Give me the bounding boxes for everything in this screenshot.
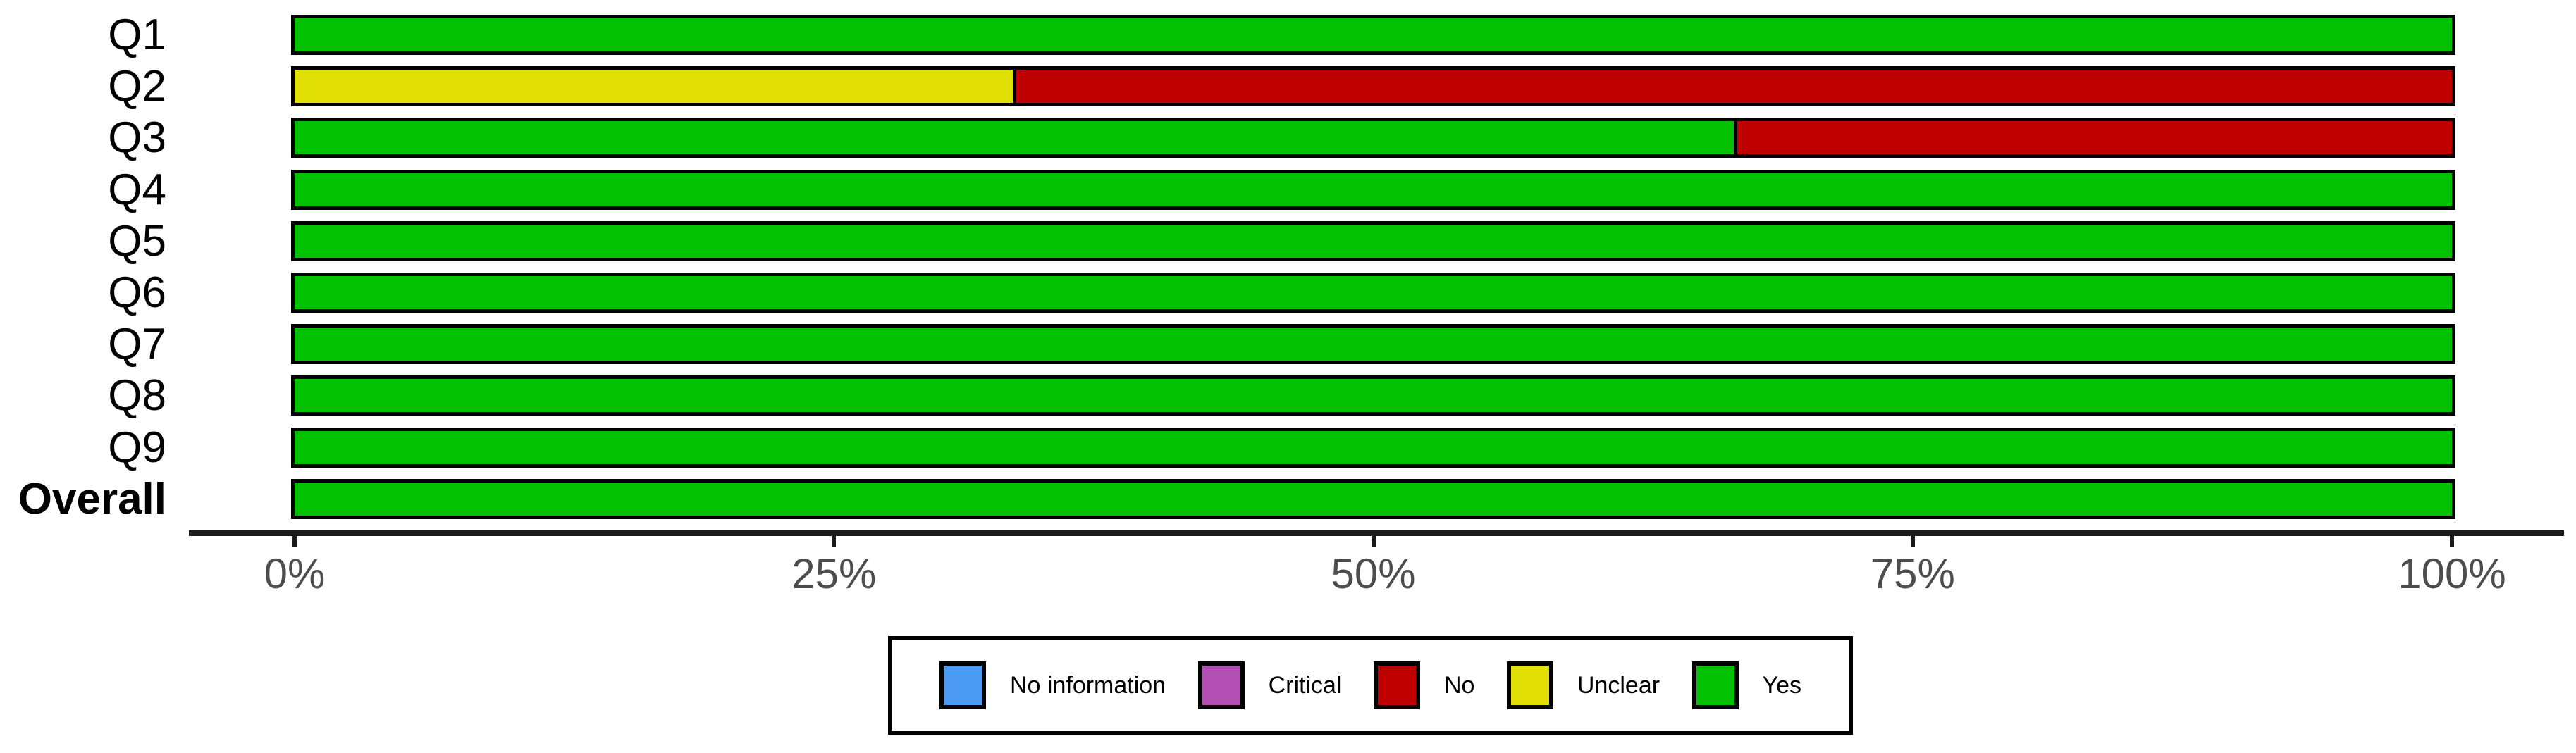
row-label-q3: Q3 [108, 113, 166, 162]
legend-label: Critical [1268, 671, 1342, 699]
row-label-q6: Q6 [108, 268, 166, 317]
row-label-q8: Q8 [108, 371, 166, 420]
row-label-q7: Q7 [108, 320, 166, 368]
x-axis-tick-50 [1371, 536, 1376, 547]
bar-segment-yes [295, 379, 2452, 412]
x-axis-tick-75 [1910, 536, 1915, 547]
bar-segment-yes [295, 276, 2452, 309]
bar-q2 [291, 66, 2455, 106]
row-label-q5: Q5 [108, 217, 166, 266]
bar-segment-yes [295, 121, 1734, 154]
legend-item-yes: Yes [1691, 661, 1801, 709]
legend-item-no-information: No information [939, 661, 1166, 709]
legend-item-no: No [1373, 661, 1475, 709]
legend-label: No [1443, 671, 1475, 699]
legend-swatch-unclear [1506, 661, 1553, 709]
legend-swatch-yes [1691, 661, 1739, 709]
bar-q5 [291, 221, 2455, 261]
bar-segment-no [1733, 121, 2452, 154]
x-axis-tick-25 [832, 536, 837, 547]
legend-label: No information [1010, 671, 1166, 699]
row-label-q1: Q1 [108, 11, 166, 59]
x-axis-tick-label-0: 0% [264, 550, 326, 597]
bar-q8 [291, 375, 2455, 416]
legend-swatch-no [1373, 661, 1420, 709]
row-label-overall: Overall [18, 475, 166, 523]
bar-segment-unclear [295, 70, 1013, 103]
row-label-q4: Q4 [108, 166, 166, 214]
bar-q6 [291, 273, 2455, 313]
row-label-q2: Q2 [108, 62, 166, 111]
x-axis-tick-0 [292, 536, 297, 547]
x-axis-tick-label-50: 50% [1331, 550, 1416, 597]
bar-q4 [291, 170, 2455, 210]
bar-q9 [291, 428, 2455, 468]
legend-swatch-critical [1197, 661, 1245, 709]
x-axis-line [189, 530, 2564, 536]
x-axis-tick-label-75: 75% [1870, 550, 1955, 597]
bar-segment-no [1013, 70, 2452, 103]
bar-segment-yes [295, 225, 2452, 258]
legend-item-unclear: Unclear [1506, 661, 1660, 709]
bar-q7 [291, 324, 2455, 364]
legend-item-critical: Critical [1197, 661, 1342, 709]
x-axis-tick-label-100: 100% [2398, 550, 2506, 597]
legend: No information Critical No Unclear Yes [888, 636, 1853, 735]
bar-q3 [291, 118, 2455, 158]
bar-segment-yes [295, 431, 2452, 464]
x-axis-tick-100 [2450, 536, 2454, 547]
row-label-q9: Q9 [108, 423, 166, 472]
bar-q1 [291, 15, 2455, 55]
bar-segment-yes [295, 18, 2452, 51]
legend-label: Yes [1762, 671, 1801, 699]
legend-label: Unclear [1577, 671, 1660, 699]
bar-segment-yes [295, 173, 2452, 206]
bar-overall [291, 479, 2455, 519]
legend-swatch-no-information [939, 661, 986, 709]
x-axis-tick-label-25: 25% [791, 550, 877, 597]
bar-segment-yes [295, 483, 2452, 516]
bar-segment-yes [295, 328, 2452, 361]
